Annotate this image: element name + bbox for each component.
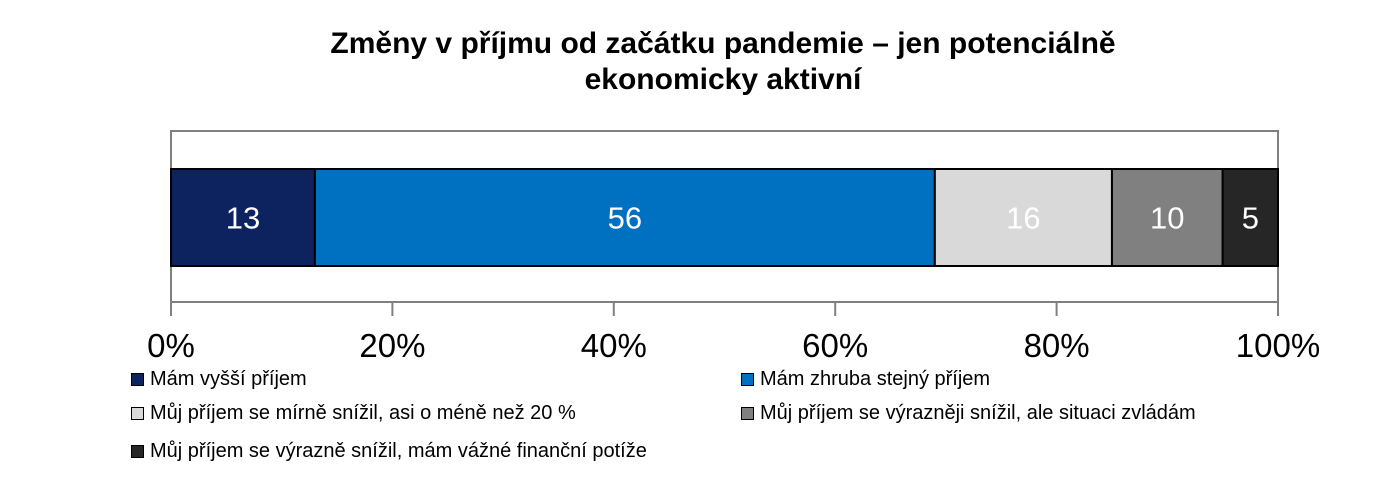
x-axis: 0% 20% 40% 60% 80% 100% (147, 301, 1320, 364)
legend-swatch (741, 372, 754, 386)
chart-title: Změny v příjmu od začátku pandemie – jen… (0, 26, 1378, 98)
legend-label: Můj příjem se mírně snížil, asi o méně n… (150, 401, 576, 424)
legend-item-muj-prijem-se-mirne-snizil-asi-o-mene-nez-20: Můj příjem se mírně snížil, asi o méně n… (131, 401, 576, 425)
chart-title-line-1: Změny v příjmu od začátku pandemie – jen… (330, 27, 1116, 60)
legend-swatch (131, 444, 144, 458)
legend-item-muj-prijem-se-vyrazne-snizil-mam-vazne-financni-potize: Můj příjem se výrazně snížil, mám vážné … (131, 439, 647, 463)
bar-labels: 13 56 16 10 5 (226, 201, 1259, 236)
chart-title-line-2: ekonomicky aktivní (584, 63, 862, 96)
legend-swatch (741, 406, 754, 420)
legend-label: Můj příjem se výrazně snížil, mám vážné … (150, 439, 647, 462)
legend-item-mam-zhruba-stejny-prijem: Mám zhruba stejný příjem (741, 367, 990, 391)
x-tick-label: 0% (147, 327, 195, 364)
x-tick-label: 80% (1024, 327, 1090, 364)
data-label-muj-prijem-se-vyrazne-snizil-mam-vazne-financni-potize: 5 (1242, 201, 1259, 236)
legend-label: Mám vyšší příjem (150, 367, 307, 390)
bar-segment-muj-prijem-se-mirne-snizil-asi-o-mene-nez-20 (933, 168, 1113, 267)
bar-segment-muj-prijem-se-vyrazne-snizil-mam-vazne-financni-potize (1221, 168, 1280, 267)
x-tick-label: 100% (1236, 327, 1320, 364)
bar-segment-muj-prijem-se-vyrazneji-snizil-ale-situaci-zvladam (1110, 168, 1224, 267)
x-tick-label: 20% (359, 327, 425, 364)
x-tick-label: 40% (581, 327, 647, 364)
legend-item-muj-prijem-se-vyrazneji-snizil-ale-situaci-zvladam: Můj příjem se výrazněji snížil, ale situ… (741, 401, 1196, 425)
data-label-muj-prijem-se-vyrazneji-snizil-ale-situaci-zvladam: 10 (1150, 201, 1184, 236)
data-label-muj-prijem-se-mirne-snizil-asi-o-mene-nez-20: 16 (1006, 201, 1040, 236)
bar-segments (170, 168, 1280, 267)
legend-swatch (131, 406, 144, 420)
data-label-mam-zhruba-stejny-prijem: 56 (608, 201, 642, 236)
legend-swatch (131, 372, 144, 386)
x-tick-label: 60% (802, 327, 868, 364)
data-label-mam-vyssi-prijem: 13 (226, 201, 260, 236)
legend-label: Mám zhruba stejný příjem (760, 367, 991, 390)
legend-item-mam-vyssi-prijem: Mám vyšší příjem (131, 367, 307, 391)
legend-label: Můj příjem se výrazněji snížil, ale situ… (760, 401, 1196, 424)
